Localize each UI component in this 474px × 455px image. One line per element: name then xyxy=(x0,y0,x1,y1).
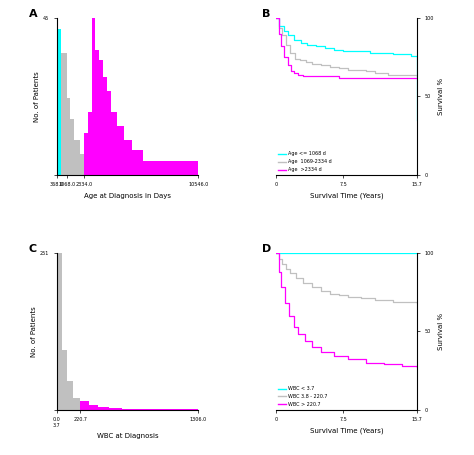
Bar xyxy=(84,133,88,175)
Bar xyxy=(117,126,124,175)
Bar xyxy=(73,398,81,410)
Text: A: A xyxy=(28,9,37,19)
Y-axis label: Survival %: Survival % xyxy=(438,313,444,350)
Bar xyxy=(74,140,80,175)
X-axis label: WBC at Diagnosis: WBC at Diagnosis xyxy=(97,434,158,440)
Bar xyxy=(89,405,98,410)
Bar xyxy=(95,50,99,175)
Bar xyxy=(111,112,117,175)
X-axis label: Survival Time (Years): Survival Time (Years) xyxy=(310,193,383,199)
Text: D: D xyxy=(262,243,271,253)
Bar xyxy=(62,350,67,410)
X-axis label: Age at Diagnosis in Days: Age at Diagnosis in Days xyxy=(84,193,171,199)
Text: B: B xyxy=(262,9,270,19)
Bar xyxy=(121,409,138,410)
Legend: Age <= 1068 d, Age  1069-2334 d, Age  >2334 d: Age <= 1068 d, Age 1069-2334 d, Age >233… xyxy=(278,152,331,172)
Text: C: C xyxy=(28,243,37,253)
Bar xyxy=(103,77,107,175)
Bar xyxy=(143,161,198,175)
Bar xyxy=(99,60,103,175)
X-axis label: Survival Time (Years): Survival Time (Years) xyxy=(310,428,383,434)
Legend: WBC < 3.7, WBC 3.8 - 220.7, WBC > 220.7: WBC < 3.7, WBC 3.8 - 220.7, WBC > 220.7 xyxy=(278,386,327,407)
Bar xyxy=(80,154,84,175)
Bar xyxy=(138,409,160,410)
Bar xyxy=(62,53,66,175)
Bar xyxy=(98,407,109,410)
Y-axis label: No. of Patients: No. of Patients xyxy=(34,71,40,122)
Bar xyxy=(67,381,73,410)
Y-axis label: No. of Patients: No. of Patients xyxy=(31,306,37,357)
Bar xyxy=(109,408,121,410)
Bar xyxy=(66,98,70,175)
Y-axis label: Survival %: Survival % xyxy=(438,78,444,115)
Bar xyxy=(124,140,132,175)
Bar xyxy=(88,112,92,175)
Bar xyxy=(70,119,74,175)
Bar xyxy=(81,401,89,410)
Bar xyxy=(57,29,62,175)
Bar xyxy=(57,253,62,410)
Bar xyxy=(107,91,111,175)
Bar xyxy=(132,150,143,175)
Bar xyxy=(92,18,95,175)
